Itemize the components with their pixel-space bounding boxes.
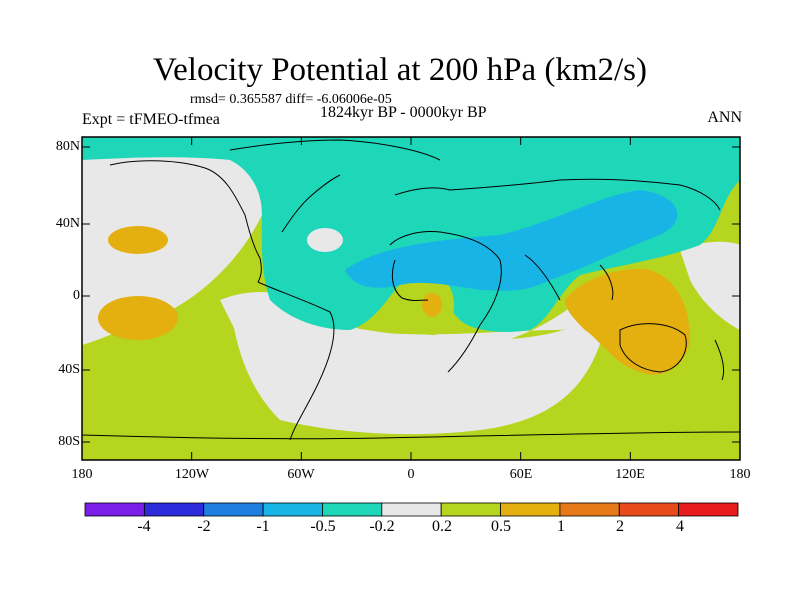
lat-label: 80S [58,434,80,449]
colorbar-label: 0.2 [432,518,452,535]
colorbar-swatch [143,502,205,517]
lon-label: 0 [407,467,415,482]
contour-field [82,137,740,460]
neutral-region [82,142,262,345]
colorbar-swatch [322,502,383,517]
colorbar-swatch [262,502,323,517]
lon-label: 60E [509,467,533,482]
lon-label: 180 [729,467,751,482]
lon-label: 120W [174,467,210,482]
max-central-pacific-north [108,226,168,254]
neutral-southern-belt [230,300,610,435]
lon-label: 180 [71,467,93,482]
lon-label: 60W [287,467,315,482]
neutral-island-atlantic [307,228,343,252]
colorbar-label: 4 [676,518,684,535]
stats-line: rmsd= 0.365587 diff= -6.06006e-05 [190,92,392,107]
colorbar-label: -4 [137,518,151,535]
neutral-east-region [680,241,740,330]
lon-ticks [81,137,741,460]
experiment-label: Expt = tFMEO-tfmea [82,111,220,128]
season-label: ANN [707,109,742,126]
colorbar-swatch [440,502,501,517]
colorbar-swatch [559,502,620,517]
colorbar-swatch [381,502,442,517]
colorbar-label: -0.5 [310,518,336,535]
colorbar-swatch [203,502,264,517]
lon-label: 120E [615,467,645,482]
colorbar-swatch [678,502,739,517]
lat-label: 0 [73,288,80,303]
colorbar-swatch [618,502,680,517]
lat-label: 40N [55,216,80,231]
colorbar [84,502,739,517]
colorbar-label: 1 [557,518,565,535]
max-africa-core [422,293,442,317]
colorbar-swatch [84,502,145,517]
max-central-pacific-south [98,296,178,340]
colorbar-label: 0.5 [491,518,511,535]
colorbar-label: -0.2 [369,518,395,535]
strong-negative-region [345,190,678,291]
colorbar-label: 2 [616,518,624,535]
colorbar-swatch [500,502,561,517]
lat-label: 80N [55,139,80,154]
max-indo-pacific [565,269,690,375]
colorbar-label: -2 [197,518,211,535]
chart-title: Velocity Potential at 200 hPa (km2/s) [152,52,648,88]
lat-ticks [82,146,740,443]
coastlines [82,139,740,441]
lat-label: 40S [58,362,80,377]
colorbar-label: -1 [256,518,270,535]
period-label: 1824kyr BP - 0000kyr BP [320,104,487,121]
